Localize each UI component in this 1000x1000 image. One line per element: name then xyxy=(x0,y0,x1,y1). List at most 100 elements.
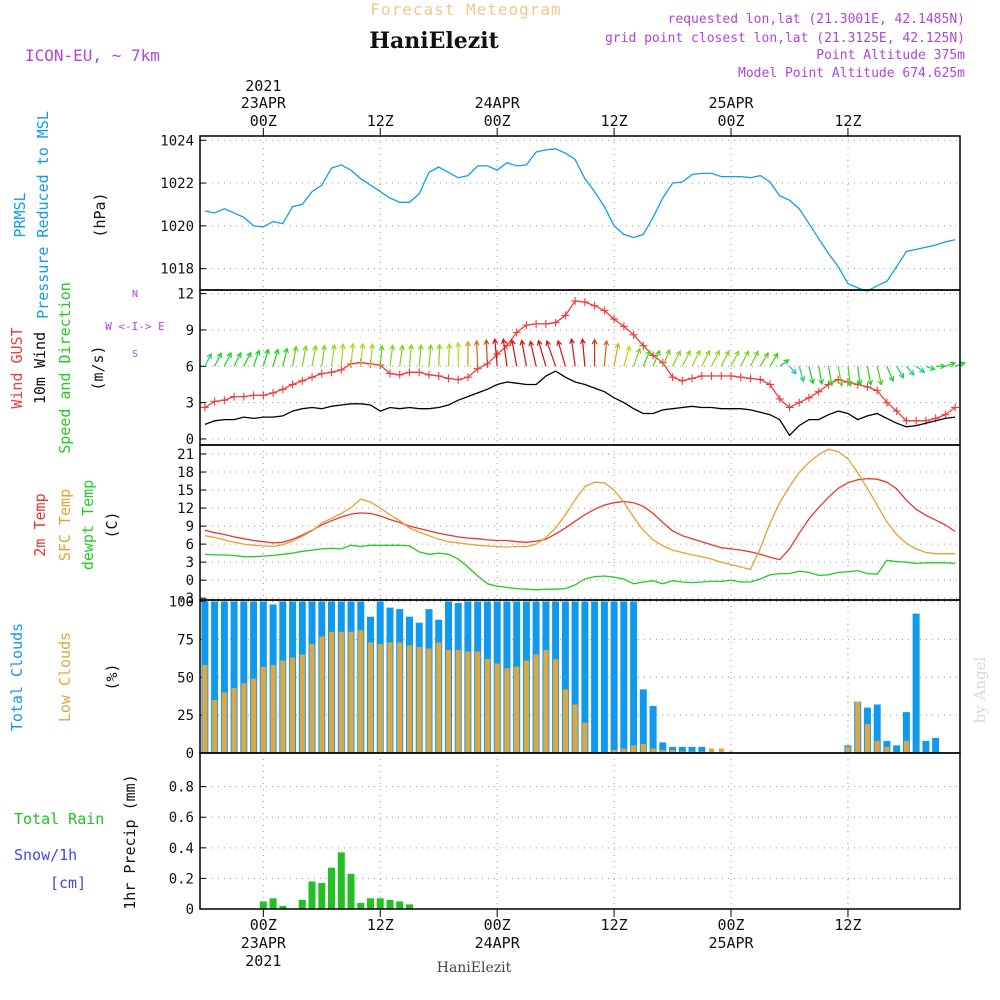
wind-arrow-head xyxy=(655,349,661,356)
clouds-bar xyxy=(250,601,258,753)
wind-arrow-head xyxy=(236,351,242,359)
wind-arrow-head xyxy=(591,338,598,345)
bottom-time-label: 12Z xyxy=(834,916,861,934)
temp-unit: (C) xyxy=(103,511,121,538)
wind-arrow-head xyxy=(603,339,610,346)
wind-direction-arrow xyxy=(681,350,691,367)
wind-direction-arrow xyxy=(876,366,883,385)
gust-point xyxy=(308,373,317,382)
clouds-bar xyxy=(377,643,383,753)
clouds-bar xyxy=(611,750,617,753)
wind-arrow-head xyxy=(579,337,586,345)
gust-point xyxy=(259,391,268,400)
pressure-ytick-label: 1018 xyxy=(160,262,194,278)
wind-arrow-head xyxy=(856,379,863,386)
wind-direction-arrow xyxy=(291,346,297,367)
clouds-bar xyxy=(329,631,335,753)
wind-arrow-head xyxy=(569,337,575,345)
wind-arrow-head xyxy=(283,347,289,354)
wind-arrow-head xyxy=(455,341,462,348)
wind-arrow-head xyxy=(519,339,526,346)
wind-direction-arrow xyxy=(223,352,232,367)
precip-bar xyxy=(337,852,345,909)
clouds-bar xyxy=(348,631,354,753)
wind-direction-arrow xyxy=(537,340,547,367)
wind-direction-arrow xyxy=(214,352,222,367)
wind-arrow-head xyxy=(436,343,443,350)
clouds-bar xyxy=(445,650,451,753)
bottom-time-label: 12Z xyxy=(601,916,628,934)
wind-direction-arrow xyxy=(779,359,789,367)
wind-direction-arrow xyxy=(557,340,566,367)
clouds-bar xyxy=(202,665,208,753)
wind-direction-arrow xyxy=(570,339,576,367)
wind-arrow-head xyxy=(791,368,797,375)
wind-arrow-head xyxy=(724,349,730,357)
clouds-bar xyxy=(212,700,218,753)
top-time-label: 12Z xyxy=(367,112,394,130)
wind-direction-arrow xyxy=(475,340,479,367)
wind-direction-arrow xyxy=(866,366,872,385)
wind-arrow-head xyxy=(695,349,701,356)
wind-direction-arrow xyxy=(857,366,861,385)
temperature-ytick-label: 21 xyxy=(177,447,194,463)
clouds-bar xyxy=(874,740,880,753)
wind-arrow-head xyxy=(847,381,853,388)
watermark: by Angel xyxy=(971,656,989,723)
wind-arrow-head xyxy=(614,342,621,349)
clouds-bar xyxy=(610,601,618,753)
wind-direction-arrow xyxy=(494,339,498,367)
clouds-bar xyxy=(338,631,344,753)
clouds-bar xyxy=(416,647,422,753)
gust-point xyxy=(688,374,697,383)
gust-point xyxy=(746,374,755,383)
temperature-ytick-label: 6 xyxy=(186,537,194,553)
wind-direction-arrow xyxy=(623,346,631,367)
wind-arrow-head xyxy=(685,349,691,356)
bottom-time-label: 12Z xyxy=(367,916,394,934)
wind-direction-arrow xyxy=(321,345,326,367)
wind-direction-arrow xyxy=(672,350,681,367)
wind-direction-arrow xyxy=(485,340,489,367)
gust-point xyxy=(619,322,628,331)
wind-speeddir-label: Speed and Direction xyxy=(56,282,74,454)
wind-direction-arrow xyxy=(847,366,852,386)
precip-panel: 0 0.2 0.4 0.6 0.8 xyxy=(169,752,961,918)
clouds-bar xyxy=(455,650,461,753)
wind-direction-arrow xyxy=(720,350,730,367)
clouds-bar xyxy=(650,748,656,753)
wind-direction-arrow xyxy=(360,343,364,367)
wind-direction-arrow xyxy=(945,362,955,367)
wind-arrow-head xyxy=(809,378,815,385)
clouds-bar xyxy=(220,601,228,753)
clouds-bar xyxy=(230,601,238,753)
gust-point xyxy=(541,319,550,328)
wind-direction-arrow xyxy=(662,349,671,367)
clouds-bar xyxy=(523,660,529,753)
precip-bar xyxy=(376,898,384,909)
clouds-bar xyxy=(621,748,627,753)
clouds-bar xyxy=(659,742,667,753)
wind-direction-arrow xyxy=(546,340,557,367)
gust-point xyxy=(678,376,687,385)
wind-direction-arrow xyxy=(399,345,404,367)
precip-bar xyxy=(269,898,277,909)
gust-point xyxy=(415,368,424,377)
top-time-label: 00Z xyxy=(250,112,277,130)
pressure-ytick-label: 1022 xyxy=(160,176,194,192)
gust-point xyxy=(454,375,463,384)
clouds-bar xyxy=(309,643,315,753)
gust-point xyxy=(434,371,443,380)
clouds-panel: 0 25 50 75 100 xyxy=(169,595,961,762)
wind-compass-n: N xyxy=(132,289,138,300)
pressure-ytick-label: 1024 xyxy=(160,133,194,149)
wind-arrow-head xyxy=(867,379,873,387)
wind-direction-arrow xyxy=(905,365,915,376)
wind-arrow-head xyxy=(763,351,769,359)
wind-ytick-label: 6 xyxy=(186,359,194,375)
pressure-ytick-label: 1020 xyxy=(160,219,194,235)
bottom-time-label: 00Z xyxy=(484,916,511,934)
rain-legend: Total Rain xyxy=(14,810,104,828)
wind-arrow-head xyxy=(783,359,790,365)
